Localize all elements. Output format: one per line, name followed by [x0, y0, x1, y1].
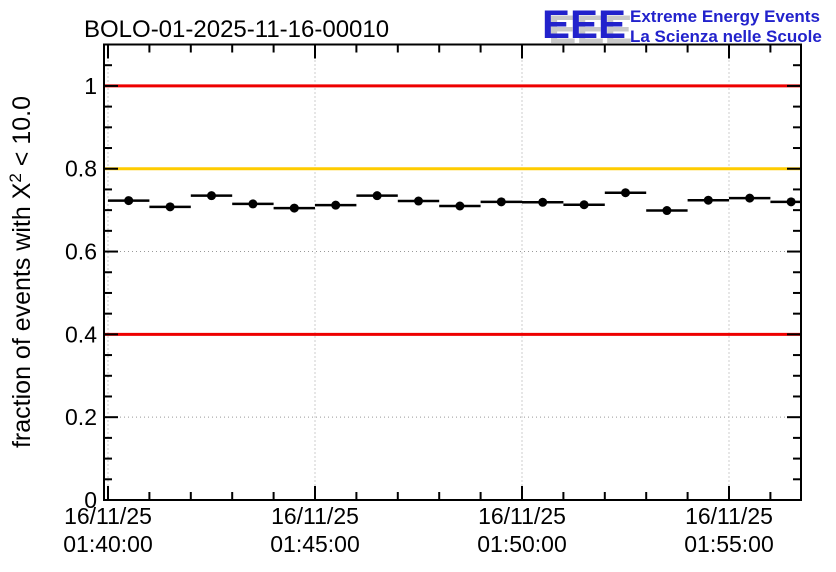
data-point — [248, 199, 258, 209]
x-tick-label-time: 01:55:00 — [684, 531, 774, 557]
x-tick-label-date: 16/11/25 — [271, 503, 359, 529]
eee-logo-acronym: EEE — [542, 3, 627, 47]
y-tick-labels: 0 0.2 0.4 0.6 0.8 1 — [65, 73, 97, 513]
data-point — [414, 196, 423, 206]
plot-frame — [103, 43, 802, 501]
y-axis-title: fraction of events with X2 < 10.0 — [6, 96, 36, 448]
data-point — [579, 200, 589, 210]
data-point — [662, 206, 672, 216]
x-tick-label-time: 01:50:00 — [477, 531, 567, 557]
data-point — [786, 197, 796, 207]
x-tick-label-time: 01:40:00 — [63, 531, 153, 557]
y-tick-label: 0.2 — [65, 404, 97, 430]
y-tick-label: 0.4 — [65, 321, 97, 347]
data-point — [372, 191, 382, 201]
data-point — [455, 201, 465, 211]
x-tick-label-date: 16/11/25 — [64, 503, 152, 529]
data-point — [621, 188, 630, 198]
y-tick-label: 1 — [84, 73, 97, 99]
data-point — [745, 193, 755, 203]
eee-logo-line1: Extreme Energy Events — [630, 7, 820, 26]
chart-title: BOLO-01-2025-11-16-00010 — [84, 16, 389, 43]
eee-logo-text: Extreme Energy Events La Scienza nelle S… — [630, 7, 822, 47]
x-tick-labels: 16/11/2501:40:0016/11/2501:45:0016/11/25… — [63, 503, 774, 557]
gridlines — [104, 44, 801, 500]
x-tick-label-date: 16/11/25 — [478, 503, 566, 529]
y-tick-label: 0.8 — [65, 156, 97, 182]
data-point — [289, 203, 299, 213]
y-tick-label: 0.6 — [65, 239, 97, 265]
data-point — [538, 197, 548, 207]
x-tick-label-date: 16/11/25 — [685, 503, 773, 529]
axis-ticks — [104, 44, 801, 501]
y-tick-label: 0 — [84, 487, 97, 513]
x-tick-label-time: 01:45:00 — [270, 531, 360, 557]
eee-logo-line2: La Scienza nelle Scuole — [630, 27, 822, 46]
data-series — [108, 188, 801, 216]
reference-lines — [104, 84, 801, 336]
data-point — [124, 196, 134, 206]
data-point — [165, 202, 175, 212]
eee-logo: EEE Extreme Energy Events La Scienza nel… — [542, 3, 834, 56]
data-point — [703, 195, 713, 205]
data-point — [496, 197, 506, 207]
data-point — [331, 200, 341, 210]
data-point — [207, 191, 216, 201]
